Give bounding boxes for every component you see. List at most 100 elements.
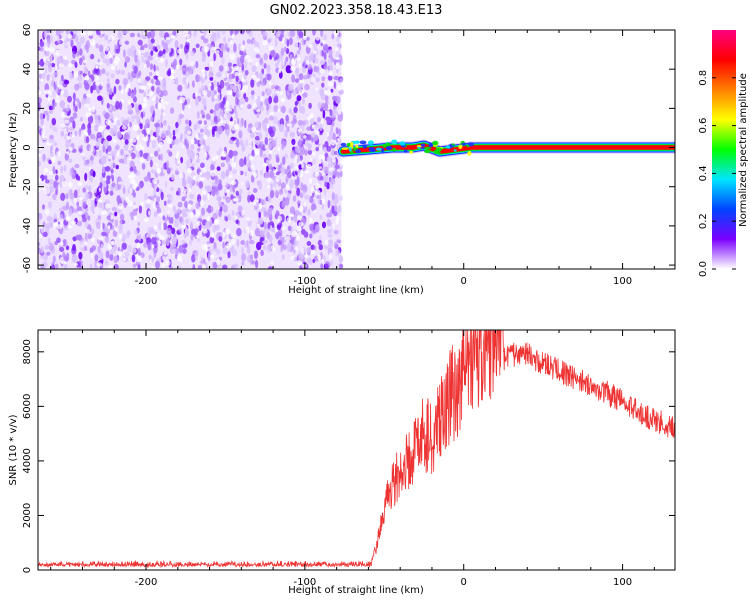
noise-blob [38,79,41,86]
noise-blob [323,34,328,41]
noise-blob [73,189,78,199]
noise-gap [60,241,64,246]
noise-blob [201,114,205,119]
noise-gap [66,135,71,140]
noise-blob [174,218,180,228]
noise-blob [49,216,55,226]
noise-blob [133,165,137,172]
noise-gap [230,41,233,45]
noise-blob [136,116,141,125]
noise-blob [156,148,161,153]
spectrogram-ytick-label: 40 [22,63,33,76]
noise-blob [168,132,173,138]
noise-gap [234,215,238,221]
noise-blob [220,171,226,180]
noise-blob [288,37,293,46]
noise-gap [232,198,237,202]
noise-blob [191,80,195,88]
noise-gap [282,225,286,230]
noise-gap [224,228,231,235]
noise-blob [323,51,327,61]
noise-gap [299,89,305,95]
noise-gap [39,234,43,238]
noise-blob [121,30,127,35]
noise-blob [157,195,160,203]
noise-blob [38,97,42,105]
noise-blob [97,138,102,143]
noise-gap [201,144,205,150]
noise-blob [281,105,286,114]
noise-blob [338,54,343,63]
noise-blob [116,119,121,127]
noise-blob [268,142,272,150]
noise-blob [95,142,101,149]
noise-blob [102,180,107,188]
noise-gap [95,65,99,70]
noise-blob [124,139,129,145]
noise-blob [106,78,111,83]
noise-blob [162,48,166,55]
signal-track-blob [417,146,421,149]
noise-blob [109,112,114,120]
noise-blob [135,261,139,267]
noise-blob [152,110,156,118]
noise-blob [121,197,124,202]
noise-gap [305,60,310,66]
noise-blob [331,33,335,40]
noise-blob [205,145,210,151]
signal-track-blob [346,142,351,147]
noise-gap [294,246,298,251]
noise-blob [121,242,127,250]
noise-blob [107,39,111,44]
noise-blob [294,101,298,106]
noise-blob [90,85,94,94]
noise-blob [276,224,282,231]
noise-blob [60,30,64,34]
noise-gap [318,144,323,151]
noise-blob [47,237,51,245]
noise-blob [186,98,191,104]
spectrogram-ytick-label: -40 [22,218,33,234]
noise-gap [73,263,78,266]
spectrogram-ytick-label: -20 [22,179,33,195]
noise-gap [44,209,50,215]
noise-gap [324,239,329,246]
noise-blob [318,179,322,185]
noise-blob [178,228,182,233]
noise-blob [326,182,330,190]
noise-blob [181,239,186,245]
signal-track-blob [461,142,467,146]
noise-blob [129,32,135,38]
noise-blob [102,222,105,230]
noise-gap [330,139,336,146]
noise-gap [127,99,132,106]
noise-gap [61,111,66,118]
colorbar-label: Normalized spectral amplitude [738,73,749,227]
noise-blob [329,183,334,189]
noise-blob [138,70,142,77]
noise-blob [156,44,161,50]
noise-blob [70,39,74,48]
noise-gap [234,139,237,144]
noise-blob [84,232,88,241]
noise-blob [87,77,92,86]
noise-blob [89,168,95,177]
noise-blob [302,97,305,105]
noise-blob [330,88,334,93]
noise-blob [149,63,154,70]
noise-gap [256,108,261,113]
noise-blob [67,189,72,199]
noise-blob [261,91,265,97]
noise-blob [120,148,124,156]
noise-blob [234,30,237,36]
noise-gap [44,89,50,95]
noise-gap [154,197,157,204]
noise-gap [167,204,173,208]
signal-track-blob [467,142,474,147]
noise-gap [258,202,262,210]
noise-blob [154,211,158,218]
noise-blob [264,136,268,146]
noise-gap [177,159,181,164]
noise-blob [286,39,290,47]
noise-gap [74,100,78,105]
